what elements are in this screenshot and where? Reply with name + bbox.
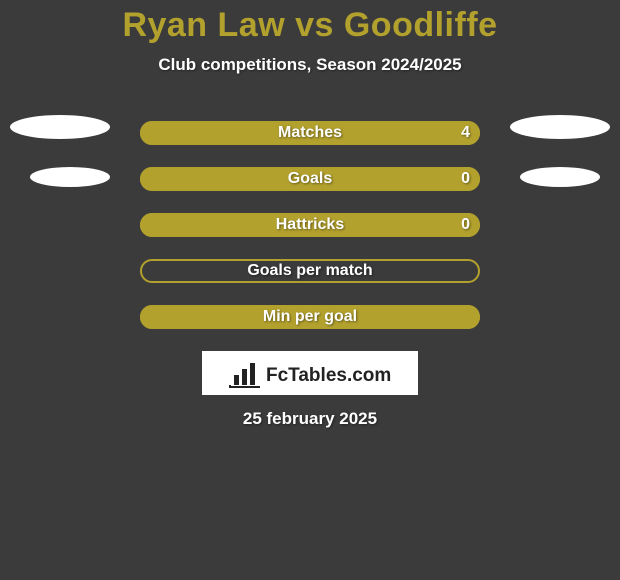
page-title: Ryan Law vs Goodliffe bbox=[0, 0, 620, 45]
stat-row: Goals per match bbox=[0, 259, 620, 283]
page-subtitle: Club competitions, Season 2024/2025 bbox=[0, 55, 620, 75]
stat-value-right: 0 bbox=[461, 213, 470, 237]
stat-row: Min per goal bbox=[0, 305, 620, 329]
comparison-infographic: Ryan Law vs Goodliffe Club competitions,… bbox=[0, 0, 620, 580]
player-right-ellipse bbox=[520, 167, 600, 187]
stat-pill: Min per goal bbox=[140, 305, 480, 329]
fctables-logo: FcTables.com bbox=[202, 351, 418, 395]
footer-date: 25 february 2025 bbox=[0, 409, 620, 429]
logo-text: FcTables.com bbox=[266, 365, 391, 386]
stat-label: Hattricks bbox=[140, 213, 480, 237]
stat-label: Goals bbox=[140, 167, 480, 191]
stat-pill: Matches4 bbox=[140, 121, 480, 145]
player-left-ellipse bbox=[30, 167, 110, 187]
stat-value-right: 0 bbox=[461, 167, 470, 191]
stat-row: Hattricks0 bbox=[0, 213, 620, 237]
stat-rows: Matches4Goals0Hattricks0Goals per matchM… bbox=[0, 121, 620, 329]
stat-label: Min per goal bbox=[140, 305, 480, 329]
stat-row: Matches4 bbox=[0, 121, 620, 145]
player-right-ellipse bbox=[510, 115, 610, 139]
stat-pill: Goals per match bbox=[140, 259, 480, 283]
player-left-ellipse bbox=[10, 115, 110, 139]
stat-row: Goals0 bbox=[0, 167, 620, 191]
stat-value-right: 4 bbox=[461, 121, 470, 145]
stat-pill: Hattricks0 bbox=[140, 213, 480, 237]
stat-pill: Goals0 bbox=[140, 167, 480, 191]
stat-label: Matches bbox=[140, 121, 480, 145]
stat-label: Goals per match bbox=[140, 259, 480, 283]
